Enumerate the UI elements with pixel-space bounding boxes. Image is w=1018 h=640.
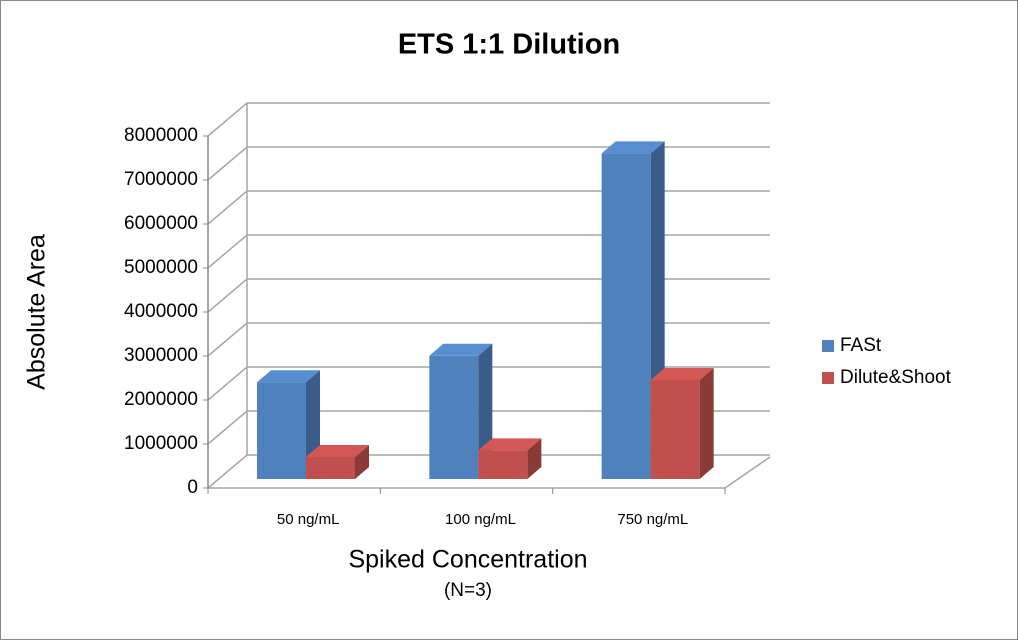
- grid-line: [207, 190, 770, 225]
- bar: [478, 450, 528, 479]
- y-tick-label: 2000000: [124, 389, 198, 410]
- y-axis-title: Absolute Area: [23, 234, 51, 390]
- bar-side: [699, 368, 714, 479]
- x-tick-label: 100 ng/mL: [445, 511, 516, 528]
- legend-swatch: [822, 340, 834, 352]
- grid-line: [207, 234, 770, 269]
- bar-top: [429, 343, 493, 356]
- y-tick-label: 1000000: [124, 433, 198, 454]
- bar: [257, 382, 306, 479]
- grid-line: [207, 322, 770, 357]
- bar: [306, 457, 355, 479]
- grid-line: [207, 366, 770, 401]
- x-tick-label: 50 ng/mL: [277, 511, 340, 528]
- bar: [429, 355, 479, 479]
- bar-top: [306, 445, 369, 457]
- grid-line: [207, 278, 770, 313]
- chart-title: ETS 1:1 Dilution: [398, 29, 620, 61]
- x-tick-label: 750 ng/mL: [617, 511, 688, 528]
- bar-top: [478, 438, 542, 451]
- y-tick-label: 4000000: [124, 301, 198, 322]
- grid-line: [207, 410, 770, 445]
- x-axis-note: (N=3): [444, 580, 492, 601]
- bar: [601, 153, 651, 479]
- x-axis-title: Spiked Concentration: [348, 546, 587, 574]
- y-tick-label: 6000000: [124, 213, 198, 234]
- grid-line: [207, 102, 770, 137]
- y-tick-label: 0: [187, 477, 198, 498]
- bar-top: [257, 370, 320, 383]
- bar-top: [601, 141, 665, 154]
- legend-label: Dilute&Shoot: [840, 367, 952, 388]
- y-tick-label: 5000000: [124, 257, 198, 278]
- legend-label: FASt: [840, 335, 882, 356]
- grid-line: [207, 146, 770, 181]
- grid-line: [207, 454, 770, 489]
- y-tick-label: 7000000: [124, 169, 198, 190]
- y-tick-label: 8000000: [124, 125, 198, 146]
- y-tick-label: 3000000: [124, 345, 198, 366]
- bar-side: [527, 438, 542, 479]
- legend-swatch: [822, 372, 834, 384]
- bar-top: [650, 368, 714, 380]
- bar: [650, 380, 700, 479]
- bar-side: [355, 445, 369, 479]
